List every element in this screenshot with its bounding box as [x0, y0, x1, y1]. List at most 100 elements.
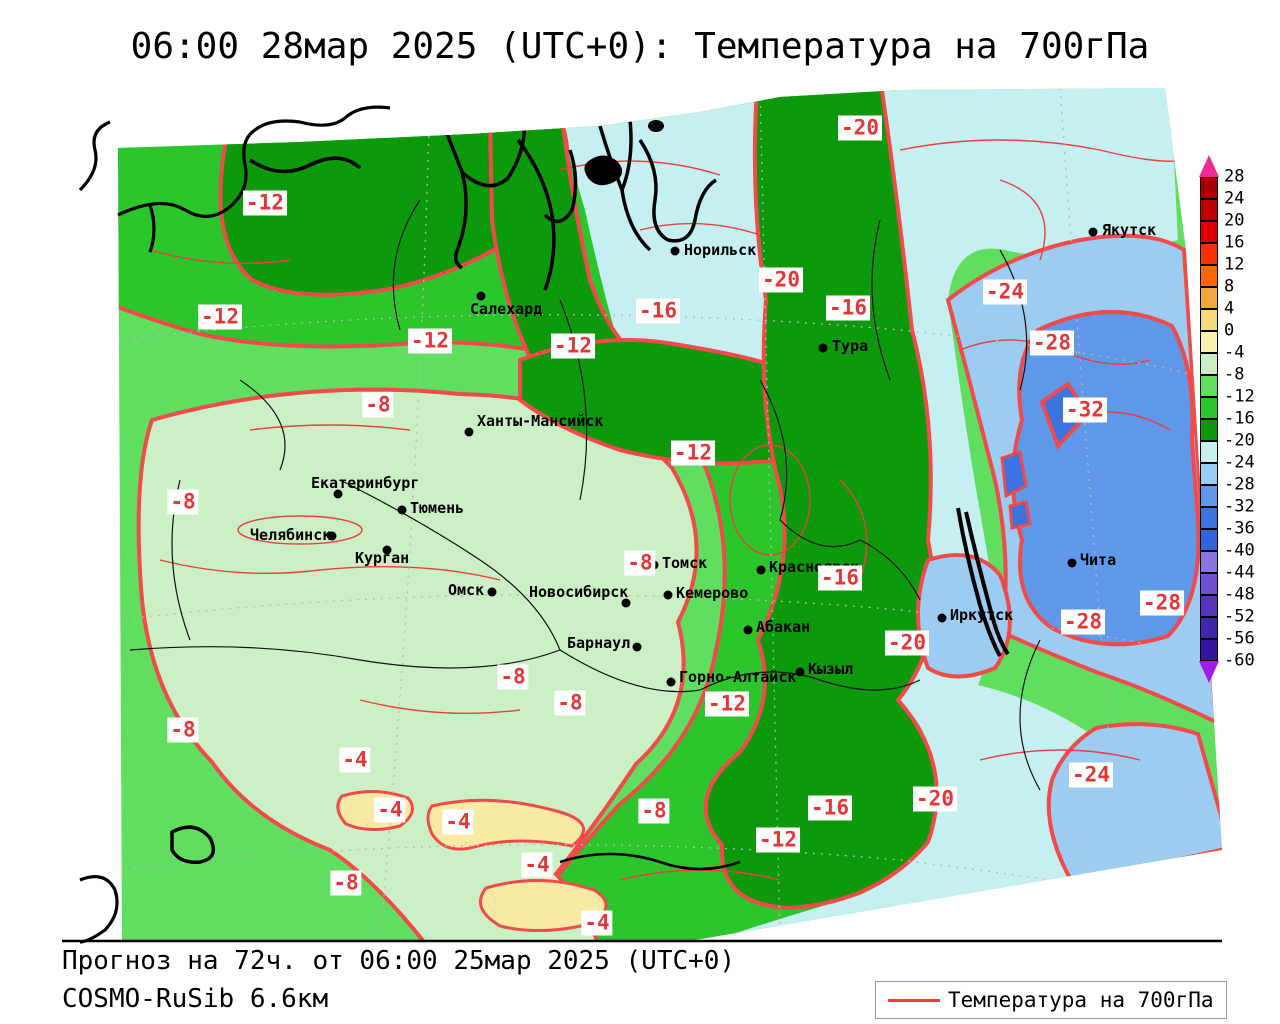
colorbar-swatch-10 [1200, 397, 1218, 419]
contour-value-label: -20 [885, 630, 929, 656]
colorbar-tick-28: 28 [1224, 166, 1245, 187]
colorbar-tick--40: -40 [1224, 540, 1255, 561]
contour-value-label: -24 [983, 279, 1027, 305]
contour-value-label: -4 [374, 797, 406, 823]
city-label-Норильск: Норильск [684, 241, 757, 259]
city-label-Курган: Курган [355, 549, 410, 567]
colorbar-tick--20: -20 [1224, 430, 1255, 451]
colorbar-tick-20: 20 [1224, 210, 1245, 231]
city-label-Кызыл: Кызыл [808, 660, 854, 678]
legend-box: Температура на 700гПа [875, 981, 1227, 1019]
city-dot-Норильск [670, 246, 680, 256]
colorbar-swatch-2 [1200, 221, 1218, 243]
city-dot-Якутск [1088, 227, 1098, 237]
colorbar-swatch-4 [1200, 265, 1218, 287]
coastlines [170, 88, 718, 864]
colorbar-tick--44: -44 [1224, 562, 1255, 583]
city-dot-Новосибирск [621, 598, 631, 608]
city-label-Тура: Тура [832, 337, 869, 355]
city-dot-Абакан [743, 625, 753, 635]
city-dot-Кемерово [663, 590, 673, 600]
city-dot-Горно-Алтайск [666, 677, 676, 687]
colorbar-tick--12: -12 [1224, 386, 1255, 407]
colorbar-swatch-16 [1200, 529, 1218, 551]
contour-value-label: -24 [1069, 762, 1113, 788]
city-label-Салехард: Салехард [470, 300, 543, 318]
contour-value-label: -8 [497, 664, 529, 690]
colorbar-swatch-14 [1200, 485, 1218, 507]
city-dot-Барнаул [632, 642, 642, 652]
contour-value-label: -20 [838, 115, 882, 141]
contour-value-label: -12 [408, 328, 452, 354]
legend-label: Температура на 700гПа [948, 988, 1214, 1012]
city-dot-Чита [1067, 558, 1077, 568]
colorbar-swatch-6 [1200, 309, 1218, 331]
thin-contour-lines [149, 139, 1186, 881]
city-label-Иркутск: Иркутск [950, 606, 1014, 624]
contour-value-label: -20 [759, 267, 803, 293]
colorbar-tick--4: -4 [1224, 342, 1245, 363]
colorbar-top-triangle [1199, 155, 1219, 177]
contour-value-label: -8 [167, 489, 199, 515]
legend-line-sample [888, 998, 940, 1002]
contour-value-label: -16 [826, 295, 870, 321]
colorbar-swatch-18 [1200, 573, 1218, 595]
colorbar-tick--60: -60 [1224, 650, 1255, 671]
city-label-Тюмень: Тюмень [410, 499, 465, 517]
contour-value-label: -16 [818, 565, 862, 591]
model-name-text: COSMO-RuSib 6.6км [62, 984, 329, 1014]
colorbar-tick--16: -16 [1224, 408, 1255, 429]
colorbar-swatch-11 [1200, 419, 1218, 441]
contour-value-label: -4 [339, 747, 371, 773]
contour-value-label: -8 [167, 717, 199, 743]
colorbar-swatch-7 [1200, 331, 1218, 353]
colorbar-tick-24: 24 [1224, 188, 1245, 209]
outside-coastlines [78, 105, 391, 944]
colorbar-swatch-19 [1200, 595, 1218, 617]
colorbar-swatch-5 [1200, 287, 1218, 309]
contour-value-label: -4 [442, 809, 474, 835]
lake-baikal [956, 507, 1010, 657]
contour-value-label: -8 [554, 690, 586, 716]
page-title: 06:00 28мар 2025 (UTC+0): Температура на… [130, 26, 1150, 67]
contour-value-label: -12 [756, 827, 800, 853]
contour-value-label: -20 [913, 786, 957, 812]
city-label-Чита: Чита [1080, 551, 1117, 569]
contour-value-label: -8 [624, 550, 656, 576]
colorbar-tick-4: 4 [1224, 298, 1235, 319]
colorbar-tick--36: -36 [1224, 518, 1255, 539]
city-label-Якутск: Якутск [1102, 221, 1157, 239]
city-dot-Красноярск [756, 565, 766, 575]
city-dot-Омск [487, 587, 497, 597]
colorbar-swatch-15 [1200, 507, 1218, 529]
contour-value-label: -28 [1030, 330, 1074, 356]
city-label-Ханты-Мансийск: Ханты-Мансийск [477, 412, 604, 430]
city-label-Барнаул: Барнаул [567, 634, 631, 652]
colorbar-tick-8: 8 [1224, 276, 1235, 297]
city-label-Екатеринбург: Екатеринбург [311, 474, 420, 492]
contour-value-label: -8 [330, 870, 362, 896]
city-dot-Тура [818, 343, 828, 353]
colorbar-tick--8: -8 [1224, 364, 1245, 385]
city-label-Томск: Томск [662, 554, 708, 572]
colorbar-tick--32: -32 [1224, 496, 1255, 517]
region-dark-green-east-mass [703, 88, 939, 911]
contour-value-label: -4 [521, 852, 553, 878]
contour-value-label: -12 [551, 333, 595, 359]
contour-value-label: -12 [198, 304, 242, 330]
city-label-Абакан: Абакан [756, 618, 811, 636]
colorbar-tick-0: 0 [1224, 320, 1235, 341]
colorbar-swatch-12 [1200, 441, 1218, 463]
state-border-south [559, 852, 741, 871]
city-dot-Тюмень [397, 505, 407, 515]
city-dot-Салехард [476, 291, 486, 301]
colorbar-swatch-9 [1200, 375, 1218, 397]
colorbar-swatch-21 [1200, 639, 1218, 661]
city-label-Горно-Алтайск: Горно-Алтайск [679, 668, 797, 686]
contour-value-label: -16 [808, 795, 852, 821]
colorbar-tick-16: 16 [1224, 232, 1245, 253]
city-dot-Иркутск [937, 613, 947, 623]
city-dot-Челябинск [327, 531, 337, 541]
colorbar-swatch-0 [1200, 177, 1218, 199]
